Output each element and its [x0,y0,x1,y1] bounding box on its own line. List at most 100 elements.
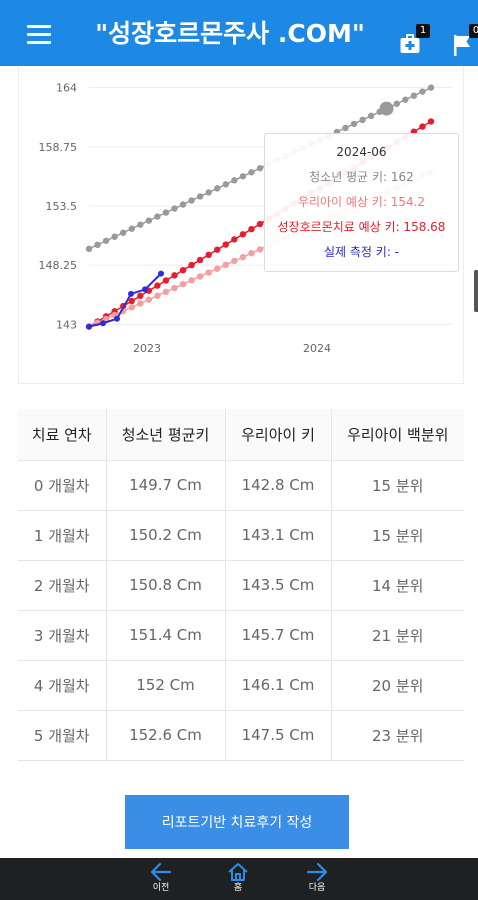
cell-child-height: 143.5 Cm [225,560,332,611]
header-child-percentile: 우리아이 백분위 [331,409,464,461]
cell-percentile: 15 분위 [331,460,464,511]
data-point-avg [94,241,101,249]
data-point-mine [222,261,229,269]
data-point-treat [154,282,161,289]
data-point-avg [410,92,418,99]
notification-badge: 0 [469,24,478,38]
nav-next-button[interactable]: 다음 [295,860,339,898]
cell-child-height: 142.8 Cm [225,460,332,511]
nav-prev-button[interactable]: 이전 [139,860,183,898]
data-point-treat [419,123,426,130]
data-point-treat [222,241,229,248]
header-child-height: 우리아이 키 [225,409,332,461]
growth-table-panel: 치료 연차 청소년 평균키 우리아이 키 우리아이 백분위 0 개월차 149.… [18,409,464,761]
data-point-avg [427,84,435,91]
medical-plus-icon[interactable]: 1 [400,24,430,56]
tooltip-date: 2024-06 [336,145,387,159]
data-point-avg [162,209,170,216]
data-point-mine [239,253,247,261]
cell-average-height: 149.7 Cm [106,460,226,511]
side-drawer-handle[interactable] [474,270,478,312]
home-icon [228,863,248,881]
tooltip-treatment-expected-height: 성장호르몬치료 예상 키: 158.68 [277,220,446,234]
cell-child-height: 146.1 Cm [225,660,332,711]
data-point-treat [248,225,255,233]
data-point-avg [367,112,375,120]
cell-average-height: 151.4 Cm [106,610,226,661]
site-title: "성장호르몬주사 .COM" [95,19,365,48]
cell-child-height: 145.7 Cm [225,610,332,661]
data-point-mine [145,296,153,303]
data-point-mine [179,280,187,288]
nav-home-label: 홈 [233,883,243,893]
data-point-treat [128,297,135,305]
data-point-mine [137,300,144,307]
data-point-mine [102,315,110,323]
data-point-mine [205,269,212,276]
data-point-avg [393,100,400,107]
data-point-real [142,286,148,293]
data-point-mine [188,277,195,284]
hamburger-menu-icon[interactable] [18,18,60,52]
data-point-avg [137,221,144,228]
data-point-treat [239,231,247,238]
data-point-treat [188,261,195,269]
data-point-avg [239,173,247,180]
flag-icon[interactable]: 0 [453,24,478,56]
data-point-treat [162,277,170,284]
cell-percentile: 20 분위 [331,660,464,711]
cell-child-height: 147.5 Cm [225,710,332,761]
data-point-avg [419,88,426,95]
data-point-treat [205,251,212,259]
data-point-avg [402,96,409,103]
data-point-treat [179,266,187,274]
cell-period: 0 개월차 [18,460,107,511]
y-tick-label: 164 [56,82,77,95]
cell-period: 5 개월차 [18,710,107,761]
data-point-treat [196,256,204,264]
table-row: 0 개월차 149.7 Cm 142.8 Cm 15 분위 [18,460,464,511]
data-point-avg [85,245,93,253]
data-point-treat [231,236,238,243]
write-review-button[interactable]: 리포트기반 치료후기 작성 [125,795,349,849]
data-point-mine [162,288,170,296]
growth-table: 치료 연차 청소년 평균키 우리아이 키 우리아이 백분위 0 개월차 149.… [18,409,464,761]
header-treatment-period: 치료 연차 [18,409,107,461]
data-point-mine [154,292,161,299]
tooltip-measured-height: 실제 측정 키: - [323,245,400,259]
data-point-avg [222,181,229,188]
cell-period: 4 개월차 [18,660,107,711]
cell-average-height: 152 Cm [106,660,226,711]
cell-percentile: 15 분위 [331,510,464,561]
growth-chart-panel: 143 148.25 153.5 158.75 164 2023 2024 2024-06 … [18,66,464,384]
data-point-avg [128,225,135,232]
table-header-row: 치료 연차 청소년 평균키 우리아이 키 우리아이 백분위 [18,409,464,461]
header-average-height: 청소년 평균키 [106,409,226,461]
cell-percentile: 14 분위 [331,560,464,611]
table-row: 5 개월차 152.6 Cm 147.5 Cm 23 분위 [18,710,464,761]
cell-average-height: 152.6 Cm [106,710,226,761]
y-tick-label: 143 [56,318,77,331]
data-point-treat [256,220,264,228]
x-tick-label: 2023 [133,342,161,355]
cell-average-height: 150.2 Cm [106,510,226,561]
table-row: 2 개월차 150.8 Cm 143.5 Cm 14 분위 [18,560,464,611]
data-point-avg [120,229,127,236]
top-app-bar: "성장호르몬주사 .COM" 1 0 [0,0,478,66]
x-tick-label: 2024 [303,342,331,355]
tooltip-expected-height: 우리아이 예상 키: 154.2 [297,195,426,209]
data-point-avg [102,237,110,244]
data-point-mine [214,265,221,272]
data-point-real [100,320,106,327]
nav-home-button[interactable]: 홈 [216,860,260,898]
data-point-avg [231,177,238,184]
data-point-mine [171,284,178,292]
nav-prev-label: 이전 [152,883,170,893]
data-point-real [158,270,164,277]
data-point-mine [256,246,264,253]
data-point-avg [205,189,212,196]
notification-badge: 1 [416,24,430,38]
data-point-avg [256,165,264,172]
data-point-avg [342,124,349,132]
data-point-treat [214,246,221,253]
